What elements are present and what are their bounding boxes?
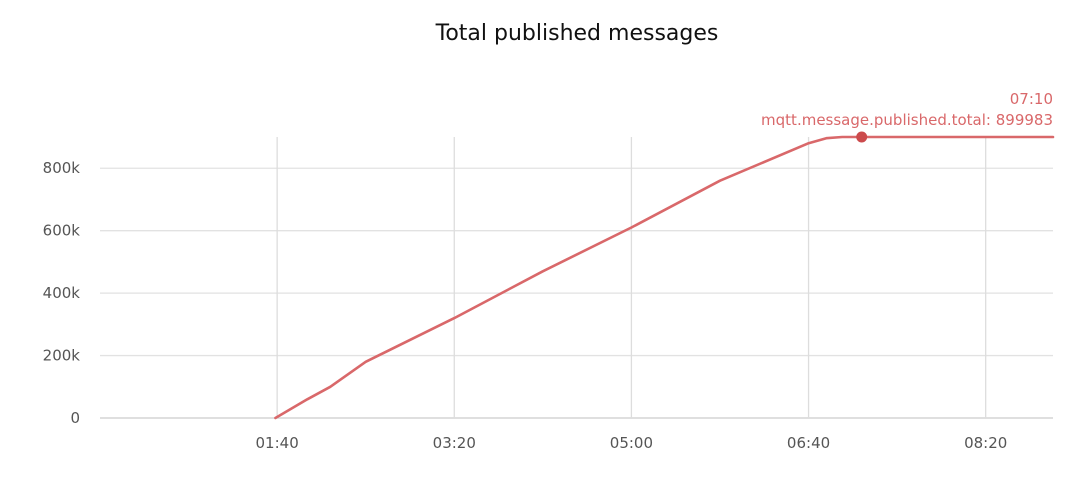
hover-tooltip: 07:10 mqtt.message.published.total: 8999… xyxy=(761,90,1053,129)
y-tick-label: 600k xyxy=(43,222,81,240)
x-axis-ticks: 01:40 03:20 05:00 06:40 08:20 xyxy=(256,434,1008,452)
x-tick-label: 08:20 xyxy=(964,434,1007,452)
y-tick-label: 200k xyxy=(43,347,81,365)
x-tick-label: 03:20 xyxy=(433,434,476,452)
y-axis-ticks: 0 200k 400k 600k 800k xyxy=(43,159,81,427)
x-tick-label: 05:00 xyxy=(610,434,653,452)
grid xyxy=(100,137,1053,419)
y-tick-label: 400k xyxy=(43,284,81,302)
y-tick-label: 800k xyxy=(43,159,81,177)
chart-title: Total published messages xyxy=(435,21,719,46)
tooltip-value: mqtt.message.published.total: 899983 xyxy=(761,111,1053,129)
series-line xyxy=(274,135,1055,420)
tooltip-time: 07:10 xyxy=(1010,90,1053,108)
x-tick-label: 06:40 xyxy=(787,434,830,452)
x-tick-label: 01:40 xyxy=(256,434,299,452)
y-tick-label: 0 xyxy=(70,409,80,427)
highlight-point[interactable] xyxy=(856,131,868,143)
series-layer xyxy=(274,131,1055,420)
